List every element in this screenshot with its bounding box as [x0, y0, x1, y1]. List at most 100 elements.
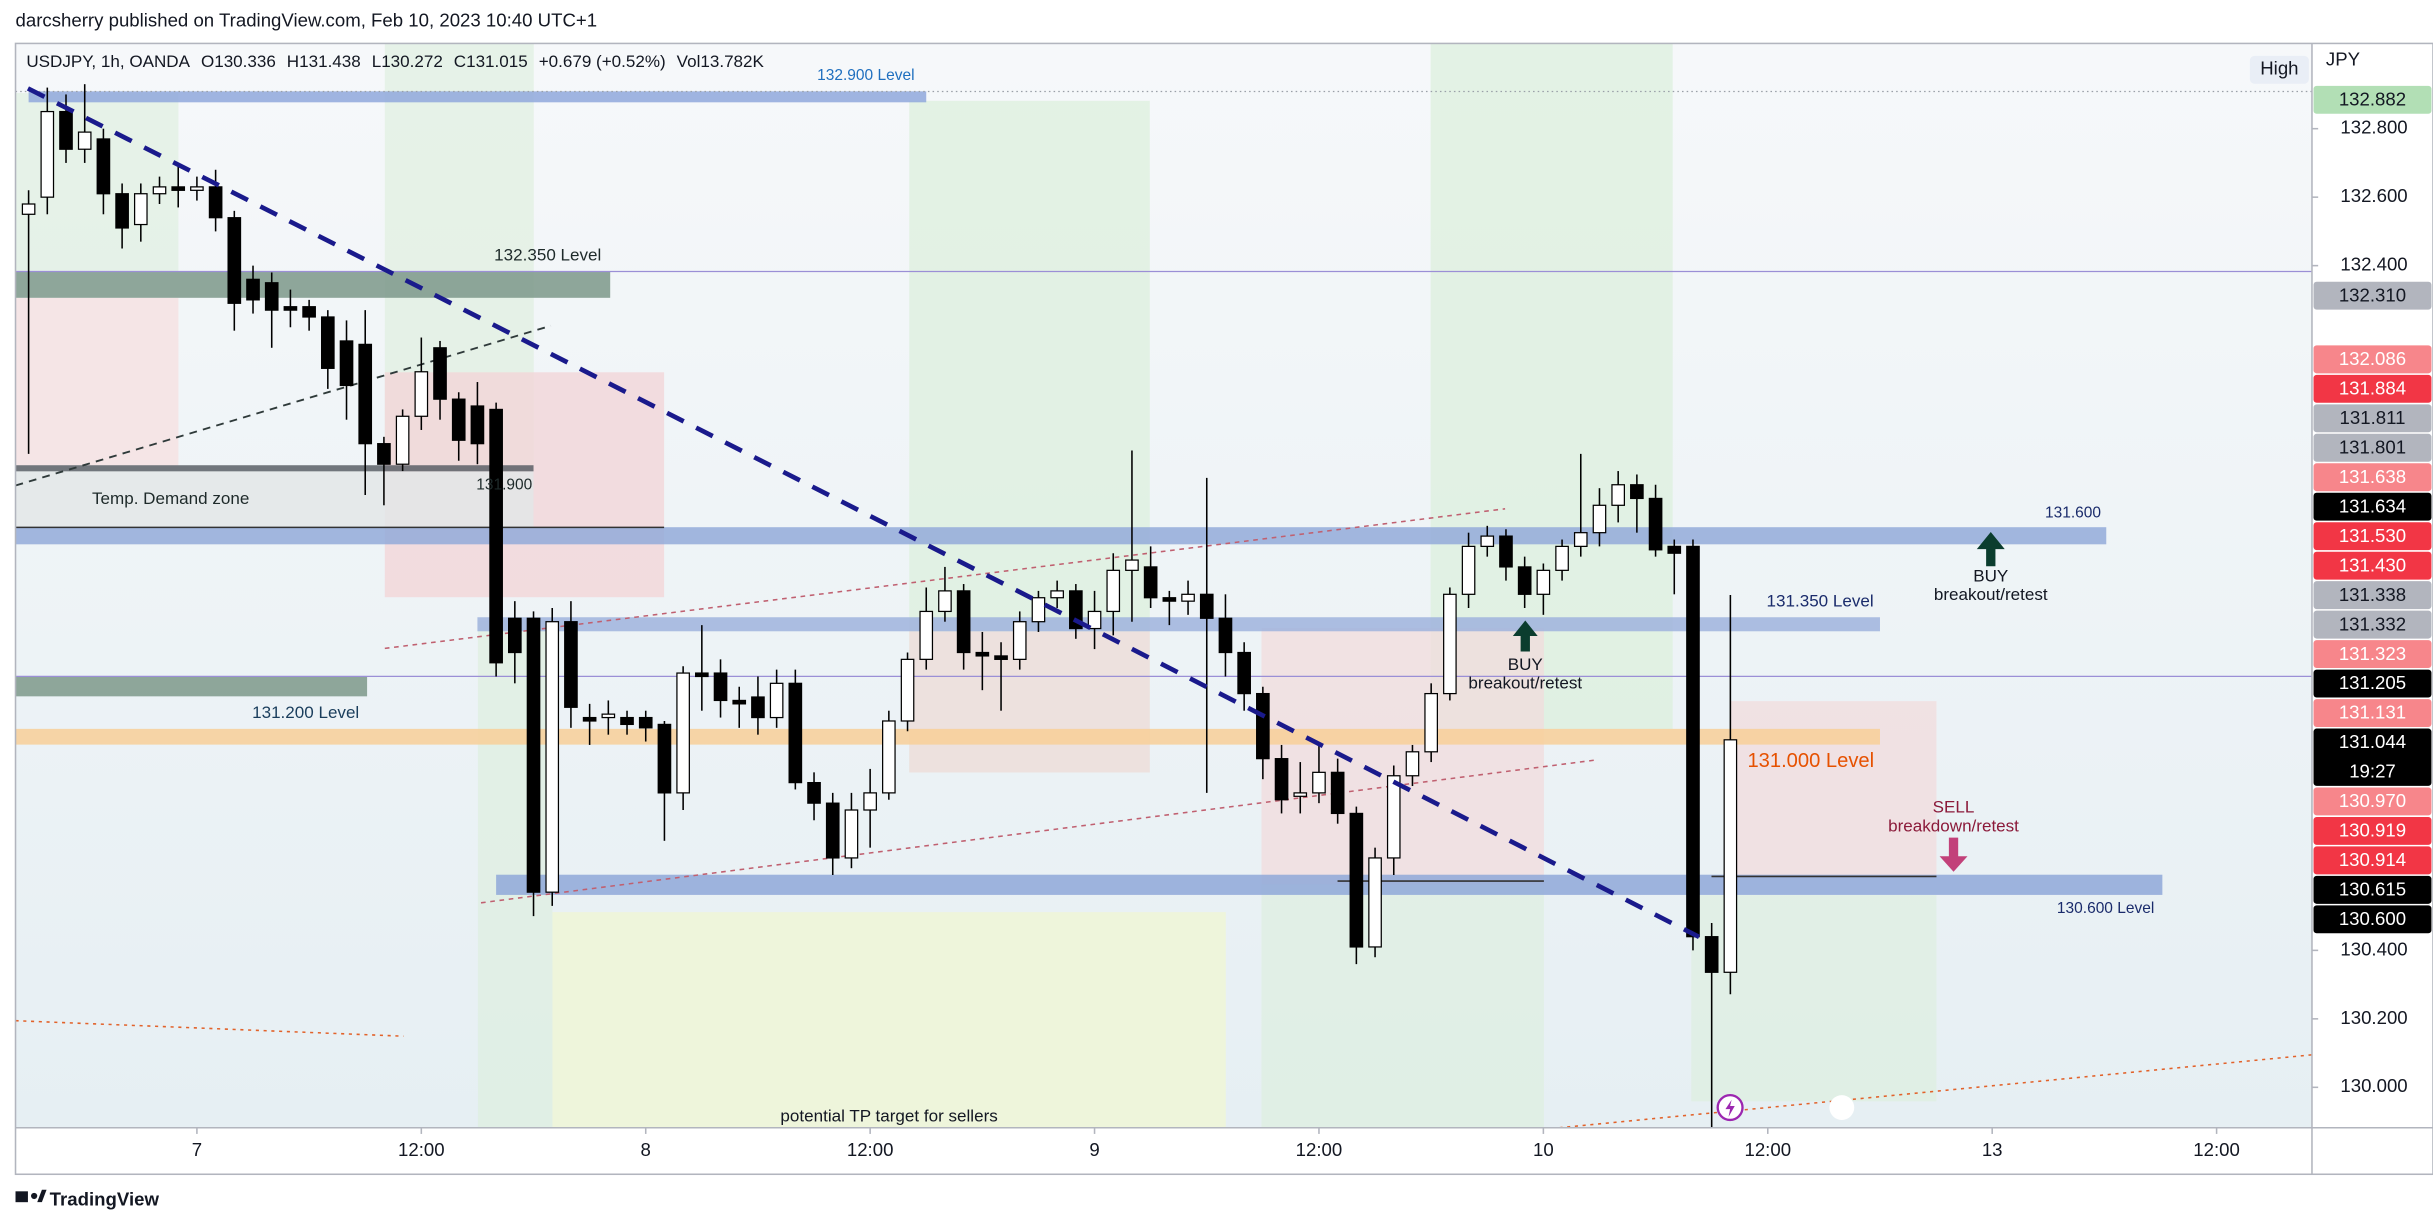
price-tag [2313, 492, 2432, 521]
candle-body [1405, 751, 1420, 777]
candle-body [59, 110, 73, 150]
level-label: 131.900 [476, 477, 532, 494]
price-tag [2313, 699, 2432, 727]
legend: USDJPY, 1h, OANDA O130.336 H131.438 L130… [26, 52, 764, 71]
level-label: 132.350 Level [494, 245, 601, 264]
candle-body [96, 138, 111, 195]
y-tick-label: 130.200 [2340, 1007, 2407, 1028]
level-band [15, 728, 1880, 745]
candle-body [470, 405, 485, 445]
price-tag [2313, 787, 2432, 816]
candle-body [919, 610, 934, 660]
price-tag-label: 131.338 [2339, 584, 2406, 605]
candle-body [1125, 559, 1139, 571]
countdown: 19:27 [2349, 761, 2396, 782]
candle-body [1256, 692, 1270, 760]
price-tag [2313, 846, 2432, 875]
candle-body [1386, 775, 1401, 859]
candle-body [1069, 590, 1083, 630]
annotation: breakout/retest [1934, 585, 2048, 604]
candle-body [339, 340, 354, 387]
candle-body [1667, 545, 1682, 554]
candle-body [1237, 651, 1251, 695]
brand: TradingView [50, 1189, 160, 1210]
candle-body [227, 217, 242, 304]
x-tick-label: 12:00 [1744, 1139, 1791, 1160]
level-band [15, 676, 368, 697]
buy-arrow [1976, 532, 2005, 567]
candle-body [1517, 566, 1532, 595]
price-tag-label: 130.600 [2339, 908, 2406, 929]
y-tick-label: 132.800 [2340, 117, 2407, 138]
currency: JPY [2326, 48, 2360, 69]
candle-body [133, 193, 148, 226]
price-tag-label: 132.310 [2339, 284, 2406, 305]
price-tag-label: 131.801 [2339, 436, 2406, 457]
candle-body [1723, 739, 1738, 973]
trend-line [480, 759, 1596, 904]
price-tag-label: 130.914 [2339, 849, 2406, 870]
tp-zone [552, 912, 1226, 1128]
candle-body [1499, 535, 1513, 568]
candle-body [1218, 617, 1233, 654]
candle-body [676, 672, 690, 794]
scale-button[interactable] [2249, 55, 2309, 84]
candle-body [545, 621, 560, 893]
level-label: 132.900 Level [817, 67, 914, 84]
price-tag-label: 131.884 [2339, 378, 2406, 399]
red-zone [1261, 628, 1544, 885]
candle-body [115, 193, 129, 229]
candle-body [1087, 610, 1102, 630]
x-tick-label: 9 [1089, 1139, 1099, 1160]
drawings [15, 90, 2313, 1129]
price-tag [2313, 85, 2432, 114]
candle-body [713, 672, 728, 702]
candle-body [1181, 593, 1195, 602]
level-band [15, 465, 534, 472]
green-zone [1430, 43, 1673, 730]
x-tick-label: 12:00 [2193, 1139, 2240, 1160]
candle-body [751, 696, 765, 719]
price-tag-label: 131.131 [2339, 702, 2406, 723]
level-band [28, 91, 927, 103]
price-tag [2313, 669, 2432, 698]
candle-body [844, 809, 859, 859]
candles [21, 84, 1738, 1129]
candle-body [208, 186, 223, 219]
annotation: potential TP target for sellers [780, 1106, 997, 1125]
candle-body [1274, 758, 1289, 801]
red-zone [909, 631, 1150, 773]
price-tag [2313, 522, 2432, 551]
annotation: breakout/retest [1468, 674, 1582, 693]
trend-line [15, 324, 552, 487]
annotation: breakdown/retest [1888, 816, 2019, 835]
annotation: BUY [1508, 655, 1543, 674]
green-zone [1261, 884, 1544, 1128]
level-label: 130.600 Level [2057, 900, 2154, 917]
candle-body [451, 398, 466, 441]
candle-body [489, 408, 503, 664]
candle-body [1461, 545, 1476, 595]
price-tag-label: 130.615 [2339, 879, 2406, 900]
candle-body [40, 110, 55, 198]
price-tag-label: 131.044 [2339, 731, 2406, 752]
x-tick-label: 8 [641, 1139, 651, 1160]
candle-body [732, 699, 747, 705]
scale-button-label[interactable]: High [2260, 58, 2298, 79]
candle-body [956, 590, 971, 654]
price-tag [2313, 404, 2432, 433]
level-band [496, 874, 2163, 895]
annotation: BUY [1973, 567, 2008, 586]
candle-body [152, 186, 167, 195]
red-zone [1730, 701, 1937, 877]
logo-mark [15, 1191, 28, 1203]
candle-body [1573, 532, 1588, 547]
candle-body [601, 713, 616, 719]
candle-body [807, 781, 821, 804]
candle-body [507, 617, 522, 654]
candle-body [1704, 936, 1719, 973]
candle-body [620, 716, 634, 726]
buy-arrow [1512, 620, 1538, 652]
logo-mark [37, 1189, 47, 1203]
